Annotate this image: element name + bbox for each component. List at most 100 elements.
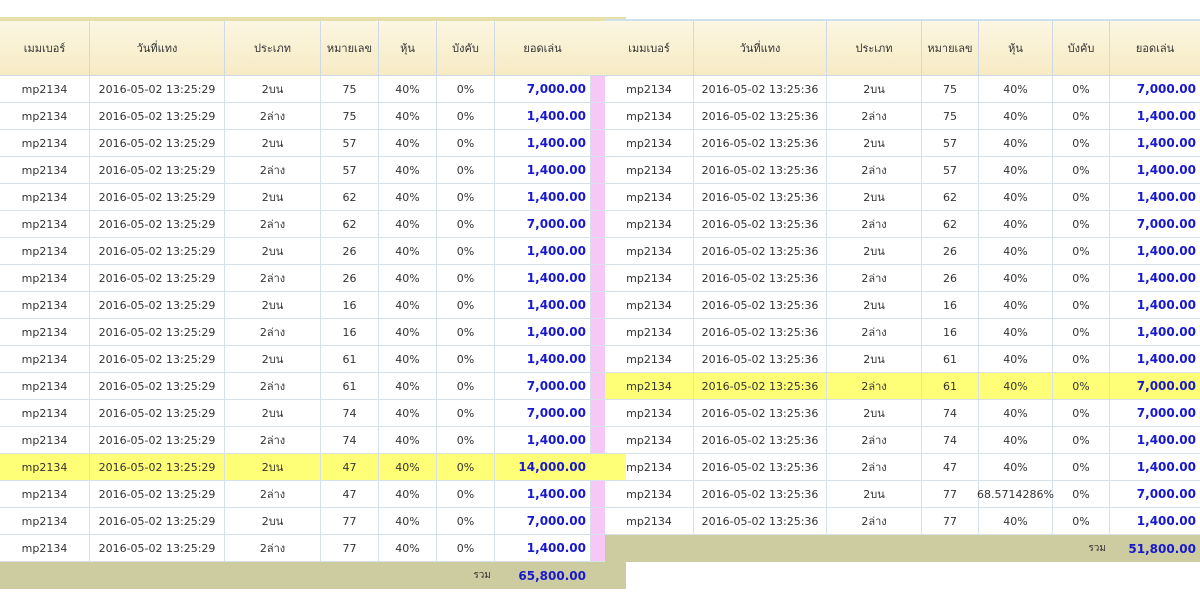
left-table-top-border xyxy=(0,17,626,21)
header-forced[interactable]: บังคับ xyxy=(1053,21,1110,75)
header-amount[interactable]: ยอดเล่น xyxy=(523,42,562,55)
forced-cell: 0% xyxy=(437,319,495,345)
member-cell: mp2134 xyxy=(0,508,90,534)
share-cell: 40% xyxy=(379,211,437,237)
member-cell: mp2134 xyxy=(605,211,694,237)
share-cell: 40% xyxy=(979,427,1053,453)
number-cell: 26 xyxy=(321,265,379,291)
header-share[interactable]: หุ้น xyxy=(979,21,1053,75)
share-cell: 40% xyxy=(979,454,1053,480)
table-row: mp2134 2016-05-02 13:25:36 2ล่าง 26 40% 0% 1,4… xyxy=(605,265,1200,292)
amount-cell: 1,400.00 xyxy=(526,352,586,366)
header-type[interactable]: ประเภท xyxy=(827,21,922,75)
number-cell: 77 xyxy=(321,508,379,534)
bet-type-cell: 2บน xyxy=(225,292,321,318)
bet-type-cell: 2ล่าง xyxy=(827,319,922,345)
amount-cell: 1,400.00 xyxy=(526,487,586,501)
table-row: mp2134 2016-05-02 13:25:29 2บน 57 40% 0% 1,400… xyxy=(0,130,626,157)
number-cell: 61 xyxy=(321,346,379,372)
header-type[interactable]: ประเภท xyxy=(225,21,321,75)
header-amount[interactable]: ยอดเล่น xyxy=(1135,42,1175,55)
bet-date-cell: 2016-05-02 13:25:29 xyxy=(90,130,225,156)
share-cell: 40% xyxy=(379,346,437,372)
share-cell: 40% xyxy=(379,76,437,102)
bet-type-cell: 2บน xyxy=(827,400,922,426)
bet-type-cell: 2บน xyxy=(827,346,922,372)
table-row: mp2134 2016-05-02 13:25:29 2ล่าง 75 40% 0% 1,4… xyxy=(0,103,626,130)
bet-type-cell: 2ล่าง xyxy=(225,319,321,345)
table-row: mp2134 2016-05-02 13:25:36 2บน 16 40% 0% 1,400… xyxy=(605,292,1200,319)
amount-cell: 1,400.00 xyxy=(1136,271,1196,285)
member-cell: mp2134 xyxy=(605,292,694,318)
bet-type-cell: 2บน xyxy=(827,238,922,264)
bet-date-cell: 2016-05-02 13:25:29 xyxy=(90,76,225,102)
table-row: mp2134 2016-05-02 13:25:36 2บน 57 40% 0% 1,400… xyxy=(605,130,1200,157)
table-row: mp2134 2016-05-02 13:25:36 2ล่าง 74 40% 0% 1,4… xyxy=(605,427,1200,454)
amount-cell: 1,400.00 xyxy=(1136,136,1196,150)
header-bet-date[interactable]: วันที่แทง xyxy=(90,21,225,75)
table-row: mp2134 2016-05-02 13:25:29 2ล่าง 77 40% 0% 1,4… xyxy=(0,535,626,562)
member-cell: mp2134 xyxy=(0,427,90,453)
member-cell: mp2134 xyxy=(0,211,90,237)
table-row: mp2134 2016-05-02 13:25:36 2ล่าง 57 40% 0% 1,4… xyxy=(605,157,1200,184)
forced-cell: 0% xyxy=(437,103,495,129)
bet-type-cell: 2บน xyxy=(225,508,321,534)
bet-date-cell: 2016-05-02 13:25:36 xyxy=(694,508,827,534)
bet-date-cell: 2016-05-02 13:25:29 xyxy=(90,373,225,399)
forced-cell: 0% xyxy=(437,535,495,561)
header-member[interactable]: เมมเบอร์ xyxy=(605,21,694,75)
table-row: mp2134 2016-05-02 13:25:36 2บน 61 40% 0% 1,400… xyxy=(605,346,1200,373)
amount-cell: 1,400.00 xyxy=(526,190,586,204)
forced-cell: 0% xyxy=(1053,373,1110,399)
forced-cell: 0% xyxy=(1053,508,1110,534)
bet-date-cell: 2016-05-02 13:25:29 xyxy=(90,238,225,264)
member-cell: mp2134 xyxy=(0,103,90,129)
bet-date-cell: 2016-05-02 13:25:36 xyxy=(694,346,827,372)
bet-date-cell: 2016-05-02 13:25:29 xyxy=(90,103,225,129)
left-bets-table: เมมเบอร์ วันที่แทง ประเภท หมายเลข หุ้น บังคับ… xyxy=(0,21,626,589)
share-cell: 40% xyxy=(379,373,437,399)
bet-type-cell: 2ล่าง xyxy=(827,103,922,129)
forced-cell: 0% xyxy=(437,346,495,372)
forced-cell: 0% xyxy=(1053,346,1110,372)
separator-pink-strip xyxy=(591,76,605,563)
number-cell: 74 xyxy=(321,427,379,453)
header-forced[interactable]: บังคับ xyxy=(437,21,495,75)
bet-date-cell: 2016-05-02 13:25:36 xyxy=(694,265,827,291)
amount-cell: 7,000.00 xyxy=(1136,82,1196,96)
header-share[interactable]: หุ้น xyxy=(379,21,437,75)
number-cell: 26 xyxy=(321,238,379,264)
number-cell: 62 xyxy=(321,211,379,237)
bet-type-cell: 2บน xyxy=(225,454,321,480)
member-cell: mp2134 xyxy=(0,319,90,345)
bet-date-cell: 2016-05-02 13:25:36 xyxy=(694,427,827,453)
member-cell: mp2134 xyxy=(0,184,90,210)
share-cell: 40% xyxy=(379,508,437,534)
bet-type-cell: 2บน xyxy=(827,481,922,507)
amount-cell: 1,400.00 xyxy=(1136,109,1196,123)
share-cell: 40% xyxy=(379,454,437,480)
bet-date-cell: 2016-05-02 13:25:29 xyxy=(90,400,225,426)
table-row: mp2134 2016-05-02 13:25:29 2บน 77 40% 0% 7,000… xyxy=(0,508,626,535)
forced-cell: 0% xyxy=(437,76,495,102)
amount-cell: 1,400.00 xyxy=(526,136,586,150)
share-cell: 40% xyxy=(379,238,437,264)
header-number[interactable]: หมายเลข xyxy=(922,21,979,75)
header-member[interactable]: เมมเบอร์ xyxy=(0,21,90,75)
bet-type-cell: 2ล่าง xyxy=(827,211,922,237)
right-bets-table: เมมเบอร์ วันที่แทง ประเภท หมายเลข หุ้น บังคับ… xyxy=(605,21,1200,562)
header-number[interactable]: หมายเลข xyxy=(321,21,379,75)
member-cell: mp2134 xyxy=(605,454,694,480)
right-table-top-border xyxy=(605,19,1200,21)
bet-date-cell: 2016-05-02 13:25:29 xyxy=(90,481,225,507)
amount-cell: 1,400.00 xyxy=(526,541,586,555)
amount-cell: 1,400.00 xyxy=(1136,433,1196,447)
forced-cell: 0% xyxy=(437,292,495,318)
share-cell: 40% xyxy=(979,319,1053,345)
header-bet-date[interactable]: วันที่แทง xyxy=(694,21,827,75)
table-row: mp2134 2016-05-02 13:25:29 2บน 74 40% 0% 7,000… xyxy=(0,400,626,427)
bet-date-cell: 2016-05-02 13:25:29 xyxy=(90,184,225,210)
number-cell: 61 xyxy=(321,373,379,399)
number-cell: 57 xyxy=(321,130,379,156)
share-cell: 40% xyxy=(379,265,437,291)
